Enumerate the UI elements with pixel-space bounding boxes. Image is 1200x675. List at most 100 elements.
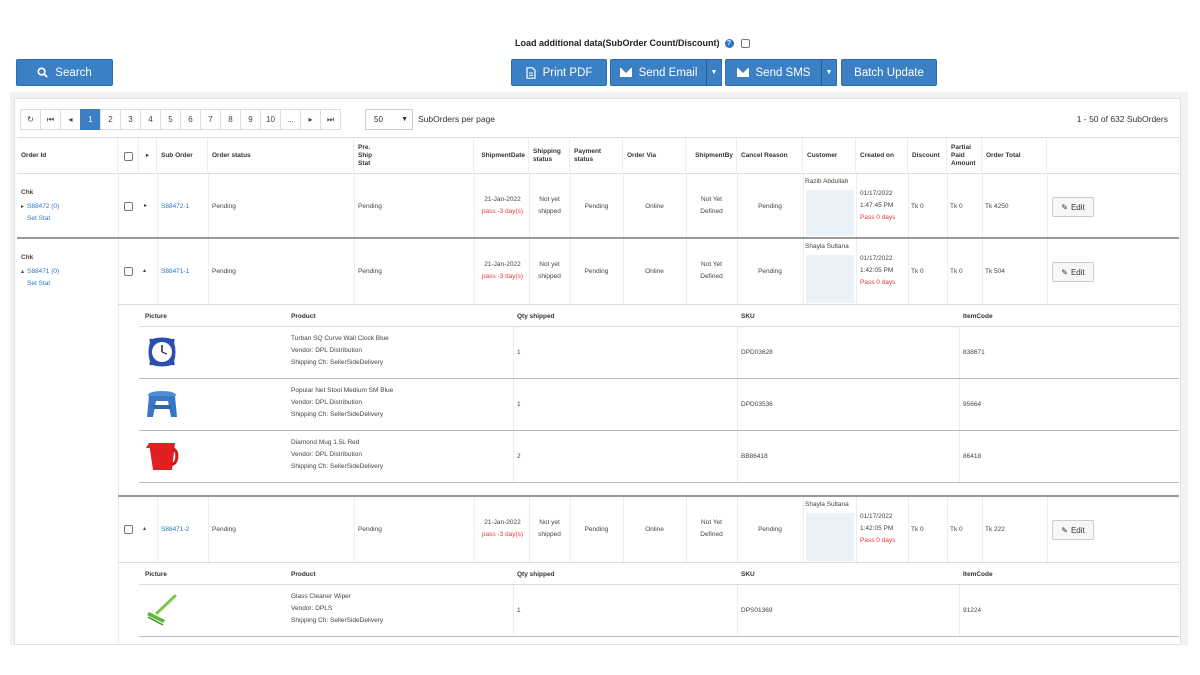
sku-link[interactable]: DPD03628 xyxy=(741,349,773,356)
search-icon xyxy=(37,67,49,78)
next-page-icon[interactable]: ▸ xyxy=(300,109,321,130)
col-payment-status[interactable]: Payment status xyxy=(570,138,623,174)
load-additional-checkbox[interactable] xyxy=(741,39,750,48)
discount: Tk 0 xyxy=(911,526,924,533)
expand-row-icon[interactable]: ▸ xyxy=(144,203,148,209)
order-total: Tk 222 xyxy=(985,526,1005,533)
batch-update-button[interactable]: Batch Update xyxy=(841,59,937,86)
qty-shipped: 1 xyxy=(517,607,521,614)
page-7[interactable]: 7 xyxy=(200,109,221,130)
refresh-icon[interactable]: ↻ xyxy=(20,109,41,130)
send-email-label: Send Email xyxy=(638,66,698,79)
col-payment-line2: status xyxy=(574,156,594,163)
order-expand[interactable]: ▴ S88471 (0) xyxy=(21,266,59,278)
per-page-select[interactable]: 50 ▼ xyxy=(365,109,413,130)
col-partial-paid[interactable]: Partial Paid Amount xyxy=(947,138,982,174)
page-4[interactable]: 4 xyxy=(140,109,161,130)
divider xyxy=(737,497,738,562)
set-stat-link[interactable]: Set Stat xyxy=(27,215,51,222)
set-stat-link[interactable]: Set Stat xyxy=(27,280,51,287)
expand-all-icon[interactable]: ▸ xyxy=(145,152,150,159)
select-all-checkbox[interactable] xyxy=(123,151,133,161)
order-expand[interactable]: ▸ S88472 (0) xyxy=(21,201,59,213)
first-page-icon[interactable]: ⏮ xyxy=(40,109,61,130)
items-col-itemcode: ItemCode xyxy=(963,312,993,320)
last-page-icon[interactable]: ⏭ xyxy=(320,109,341,130)
edit-button[interactable]: ✎ Edit xyxy=(1052,262,1094,282)
col-order-via[interactable]: Order Via xyxy=(623,138,686,174)
col-partial-line2: Paid xyxy=(951,152,965,159)
sku-link[interactable]: BB86418 xyxy=(741,453,768,460)
page-5[interactable]: 5 xyxy=(160,109,181,130)
search-button[interactable]: Search xyxy=(16,59,113,86)
send-sms-button[interactable]: Send SMS xyxy=(725,59,822,86)
partial-paid: Tk 0 xyxy=(950,268,963,275)
shipment-by-1: Not Yet xyxy=(701,196,722,203)
send-email-dropdown[interactable]: ▼ xyxy=(706,59,722,86)
col-pre-ship-stat[interactable]: Pre. Ship Stat xyxy=(354,138,474,174)
divider xyxy=(157,497,158,562)
divider xyxy=(737,379,738,430)
collapse-row-icon[interactable]: ▴ xyxy=(143,268,147,274)
discount: Tk 0 xyxy=(911,203,924,210)
col-created-on[interactable]: Created on xyxy=(856,138,908,174)
page-8[interactable]: 8 xyxy=(220,109,241,130)
page-6[interactable]: 6 xyxy=(180,109,201,130)
sub-order-link[interactable]: S88472-1 xyxy=(161,203,190,210)
payment-status: Pending xyxy=(584,268,609,275)
send-sms-dropdown[interactable]: ▼ xyxy=(821,59,837,86)
col-shipment-by[interactable]: ShipmentBy xyxy=(686,138,737,174)
item-code: 838671 xyxy=(963,349,985,356)
created-date: 01/17/2022 xyxy=(860,190,893,197)
payment-status: Pending xyxy=(584,203,609,210)
col-customer[interactable]: Customer xyxy=(803,138,856,174)
col-cancel-reason[interactable]: Cancel Reason xyxy=(737,138,803,174)
suborders-grid: Order Id ▸ Sub Order Order status Pre. S… xyxy=(17,137,1179,644)
sku-link[interactable]: DPS01369 xyxy=(741,607,773,614)
col-shipping-status[interactable]: Shipping status xyxy=(529,138,570,174)
sub-order-link[interactable]: S88471-2 xyxy=(161,526,190,533)
row-checkbox[interactable] xyxy=(124,202,133,211)
page-1[interactable]: 1 xyxy=(80,109,101,130)
page-more[interactable]: ... xyxy=(280,109,301,130)
row-checkbox[interactable] xyxy=(124,267,133,276)
items-col-qty: Qty shipped xyxy=(517,312,555,320)
page-2[interactable]: 2 xyxy=(100,109,121,130)
help-icon[interactable]: ? xyxy=(724,38,734,48)
print-pdf-button[interactable]: Print PDF xyxy=(511,59,607,86)
expand-icon[interactable]: ▸ xyxy=(21,204,25,210)
col-shipment-date[interactable]: ShipmentDate xyxy=(474,138,529,174)
collapse-row-icon[interactable]: ▴ xyxy=(143,526,147,532)
divider xyxy=(208,239,209,304)
col-order-status[interactable]: Order status xyxy=(208,138,354,174)
sub-order-link[interactable]: S88471-1 xyxy=(161,268,190,275)
shipment-pass: pass -3 day(s) xyxy=(481,273,524,280)
col-discount[interactable]: Discount xyxy=(908,138,947,174)
divider xyxy=(856,174,857,237)
collapse-icon[interactable]: ▴ xyxy=(21,269,25,275)
page-9[interactable]: 9 xyxy=(240,109,261,130)
items-col-product: Product xyxy=(291,570,316,578)
edit-button[interactable]: ✎ Edit xyxy=(1052,197,1094,217)
divider xyxy=(959,431,960,482)
col-sub-order[interactable]: Sub Order xyxy=(157,138,208,174)
items-header: Picture Product Qty shipped SKU ItemCode xyxy=(139,563,1179,585)
edit-button[interactable]: ✎ Edit xyxy=(1052,520,1094,540)
items-table: Picture Product Qty shipped SKU ItemCode… xyxy=(139,563,1179,644)
col-order-total[interactable]: Order Total xyxy=(982,138,1047,174)
divider xyxy=(803,239,804,304)
prev-page-icon[interactable]: ◂ xyxy=(60,109,81,130)
page-3[interactable]: 3 xyxy=(120,109,141,130)
shipment-pass: pass -3 day(s) xyxy=(481,208,524,215)
order-id-link[interactable]: S88472 (0) xyxy=(27,203,60,210)
page-10[interactable]: 10 xyxy=(260,109,281,130)
row-checkbox[interactable] xyxy=(124,525,133,534)
items-col-sku: SKU xyxy=(741,312,755,320)
send-email-button[interactable]: Send Email xyxy=(610,59,707,86)
items-col-product: Product xyxy=(291,312,316,320)
col-actions xyxy=(1047,138,1179,174)
col-order-id[interactable]: Order Id xyxy=(17,138,118,174)
order-id-link[interactable]: S88471 (0) xyxy=(27,268,60,275)
sku-link[interactable]: DPD03536 xyxy=(741,401,773,408)
col-pre-ship-line3: Stat xyxy=(358,160,371,167)
